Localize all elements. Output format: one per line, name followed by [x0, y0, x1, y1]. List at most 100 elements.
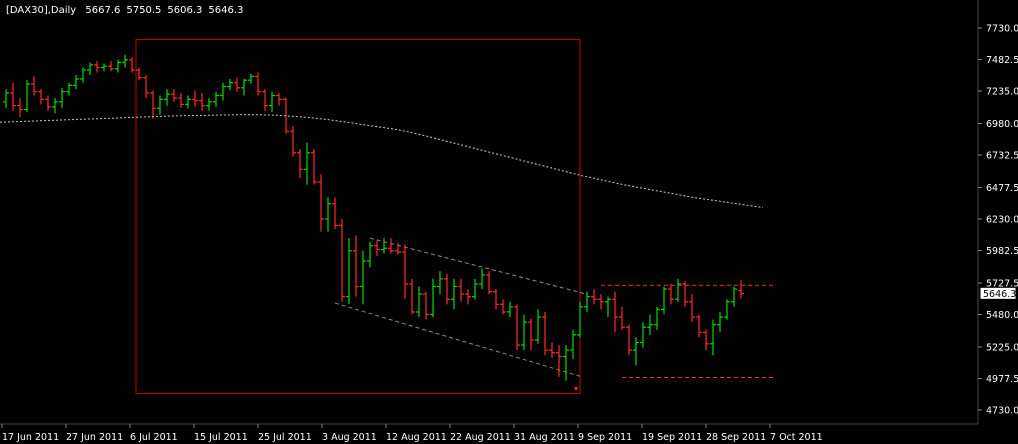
close-value: 5646.3: [208, 5, 244, 16]
ohlc-bar: [647, 314, 653, 335]
ohlc-bar: [213, 91, 219, 107]
current-price-marker: 5646.3: [979, 286, 1017, 300]
x-tick-label: 31 Aug 2011: [514, 432, 575, 443]
ohlc-bar: [255, 72, 261, 96]
ohlc-bar: [521, 314, 527, 351]
ohlc-bar: [80, 67, 86, 83]
ohlc-bar: [717, 311, 723, 333]
y-tick-label: 7482.5: [986, 55, 1018, 66]
ohlc-bar: [479, 268, 485, 290]
ohlc-bar: [143, 75, 149, 99]
ohlc-bar: [332, 197, 338, 230]
ohlc-bar: [367, 241, 373, 268]
current-price-label: 5646.3: [983, 289, 1016, 300]
symbol-label: [DAX30],Daily: [6, 5, 77, 16]
ohlc-bar: [556, 345, 562, 377]
ohlc-bar: [493, 289, 499, 310]
ohlc-bar: [311, 148, 317, 185]
x-tick-label: 12 Aug 2011: [386, 432, 447, 443]
moving-average-line: [0, 114, 764, 208]
ohlc-bar: [276, 92, 282, 106]
ohlc-bar: [297, 148, 303, 179]
ohlc-bar: [619, 306, 625, 330]
ohlc-bar: [710, 319, 716, 356]
ohlc-bar: [563, 345, 569, 381]
y-tick-label: 6477.5: [986, 183, 1018, 194]
ohlc-bar: [31, 76, 37, 96]
ohlc-bar: [472, 278, 478, 300]
y-tick-label: 5727.5: [986, 278, 1018, 289]
ohlc-bar: [738, 280, 744, 299]
ohlc-bar: [115, 59, 121, 73]
x-tick-label: 6 Jul 2011: [130, 432, 178, 443]
ohlc-bar: [374, 240, 380, 256]
ohlc-bar: [185, 95, 191, 109]
ohlc-bar: [129, 57, 135, 73]
ohlc-bar: [206, 98, 212, 111]
ohlc-bar: [241, 78, 247, 96]
ohlc-bar: [612, 291, 618, 333]
y-tick-label: 6980.0: [986, 119, 1018, 130]
ohlc-bar: [353, 235, 359, 297]
ohlc-bar: [486, 271, 492, 295]
ohlc-bar: [528, 318, 534, 351]
ohlc-bar: [290, 126, 296, 157]
x-tick-label: 15 Jul 2011: [194, 432, 248, 443]
ohlc-bar: [444, 273, 450, 305]
ohlc-bar: [164, 89, 170, 106]
ohlc-bar: [724, 299, 730, 320]
chart-overlays: [135, 38, 776, 394]
y-tick-label: 5480.0: [986, 310, 1018, 321]
chart-header: [DAX30],Daily 5667.6 5750.5 5606.3 5646.3: [6, 5, 249, 16]
ohlc-bar: [262, 89, 268, 111]
ohlc-bar: [73, 75, 79, 90]
ohlc-bar: [346, 238, 352, 305]
y-tick-label: 7730.0: [986, 24, 1018, 35]
ohlc-bar: [458, 278, 464, 302]
ohlc-bar: [437, 271, 443, 295]
channel-upper-line: [369, 237, 588, 295]
y-tick-label: 7235.0: [986, 87, 1018, 98]
ohlc-bar: [192, 90, 198, 107]
ohlc-bar: [682, 281, 688, 307]
channel-lower-line: [334, 302, 581, 377]
ohlc-bar: [689, 294, 695, 323]
ohlc-bar: [52, 98, 58, 114]
ohlc-bar: [248, 73, 254, 85]
ohlc-bar: [24, 80, 30, 113]
ohlc-bar: [731, 286, 737, 307]
x-tick-label: 17 Jun 2011: [2, 432, 59, 443]
ohlc-bar: [381, 238, 387, 254]
ohlc-bar: [122, 54, 128, 68]
ohlc-bar: [178, 92, 184, 109]
ohlc-bar: [227, 78, 233, 91]
analysis-box: [135, 38, 581, 394]
ohlc-bar: [388, 238, 394, 254]
ohlc-bar: [675, 278, 681, 302]
ohlc-bars: [3, 54, 744, 381]
y-tick-label: 5982.5: [986, 246, 1018, 257]
ohlc-bar: [108, 61, 114, 72]
ohlc-bar: [549, 342, 555, 358]
x-tick-label: 27 Jun 2011: [66, 432, 123, 443]
x-tick-label: 19 Sep 2011: [642, 432, 702, 443]
ohlc-bar: [10, 82, 16, 111]
y-tick-label: 4730.0: [986, 406, 1018, 417]
time-axis: 17 Jun 2011 27 Jun 2011 6 Jul 2011 15 Jul 2…: [1, 424, 823, 443]
open-value: 5667.6: [85, 5, 121, 16]
x-tick-label: 9 Sep 2011: [578, 432, 632, 443]
high-value: 5750.5: [126, 5, 162, 16]
ohlc-bar: [136, 67, 142, 81]
ohlc-bar: [423, 291, 429, 320]
ohlc-bar: [591, 289, 597, 305]
y-tick-label: 6230.0: [986, 215, 1018, 226]
current-price-box: [979, 286, 1017, 300]
ohlc-bar: [3, 89, 9, 109]
ohlc-bar: [17, 98, 23, 118]
ohlc-bar: [45, 95, 51, 111]
ohlc-bar: [269, 91, 275, 113]
ohlc-bar: [157, 95, 163, 115]
ohlc-bar: [626, 324, 632, 356]
ohlc-bar: [633, 337, 639, 366]
ohlc-bar: [654, 306, 660, 330]
